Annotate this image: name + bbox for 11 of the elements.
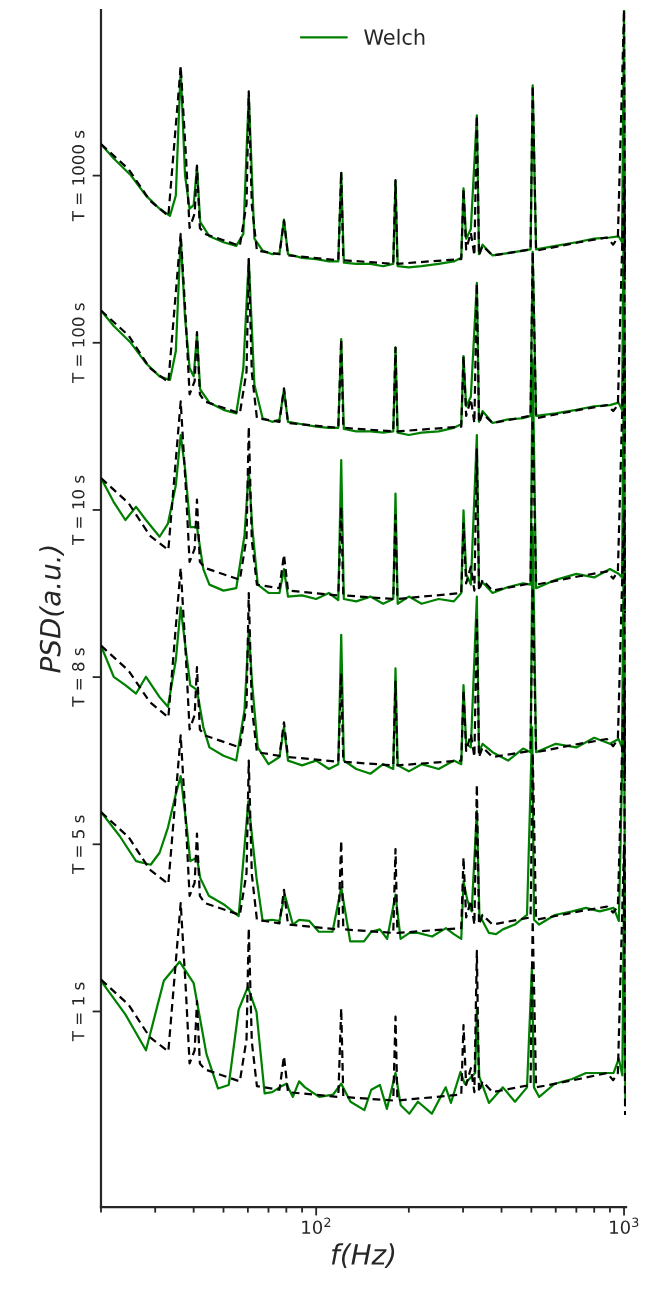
- text: T = 100 s: [71, 303, 85, 384]
- text: T = 1 s: [72, 982, 85, 1042]
- legend-label: Welch: [364, 28, 425, 45]
- x-axis-title: f(Hz): [331, 1243, 395, 1269]
- text: T = 5 s: [72, 815, 85, 874]
- x-tick-label: 10$^{3}$: [610, 1217, 639, 1235]
- text: T = 10 s: [71, 475, 85, 545]
- text: T = 1000 s: [71, 130, 85, 222]
- y-axis-title: PSD(a.u.): [39, 546, 64, 673]
- text: T = 8 s: [71, 648, 85, 707]
- x-tick-label: 10$^{2}$: [302, 1217, 331, 1235]
